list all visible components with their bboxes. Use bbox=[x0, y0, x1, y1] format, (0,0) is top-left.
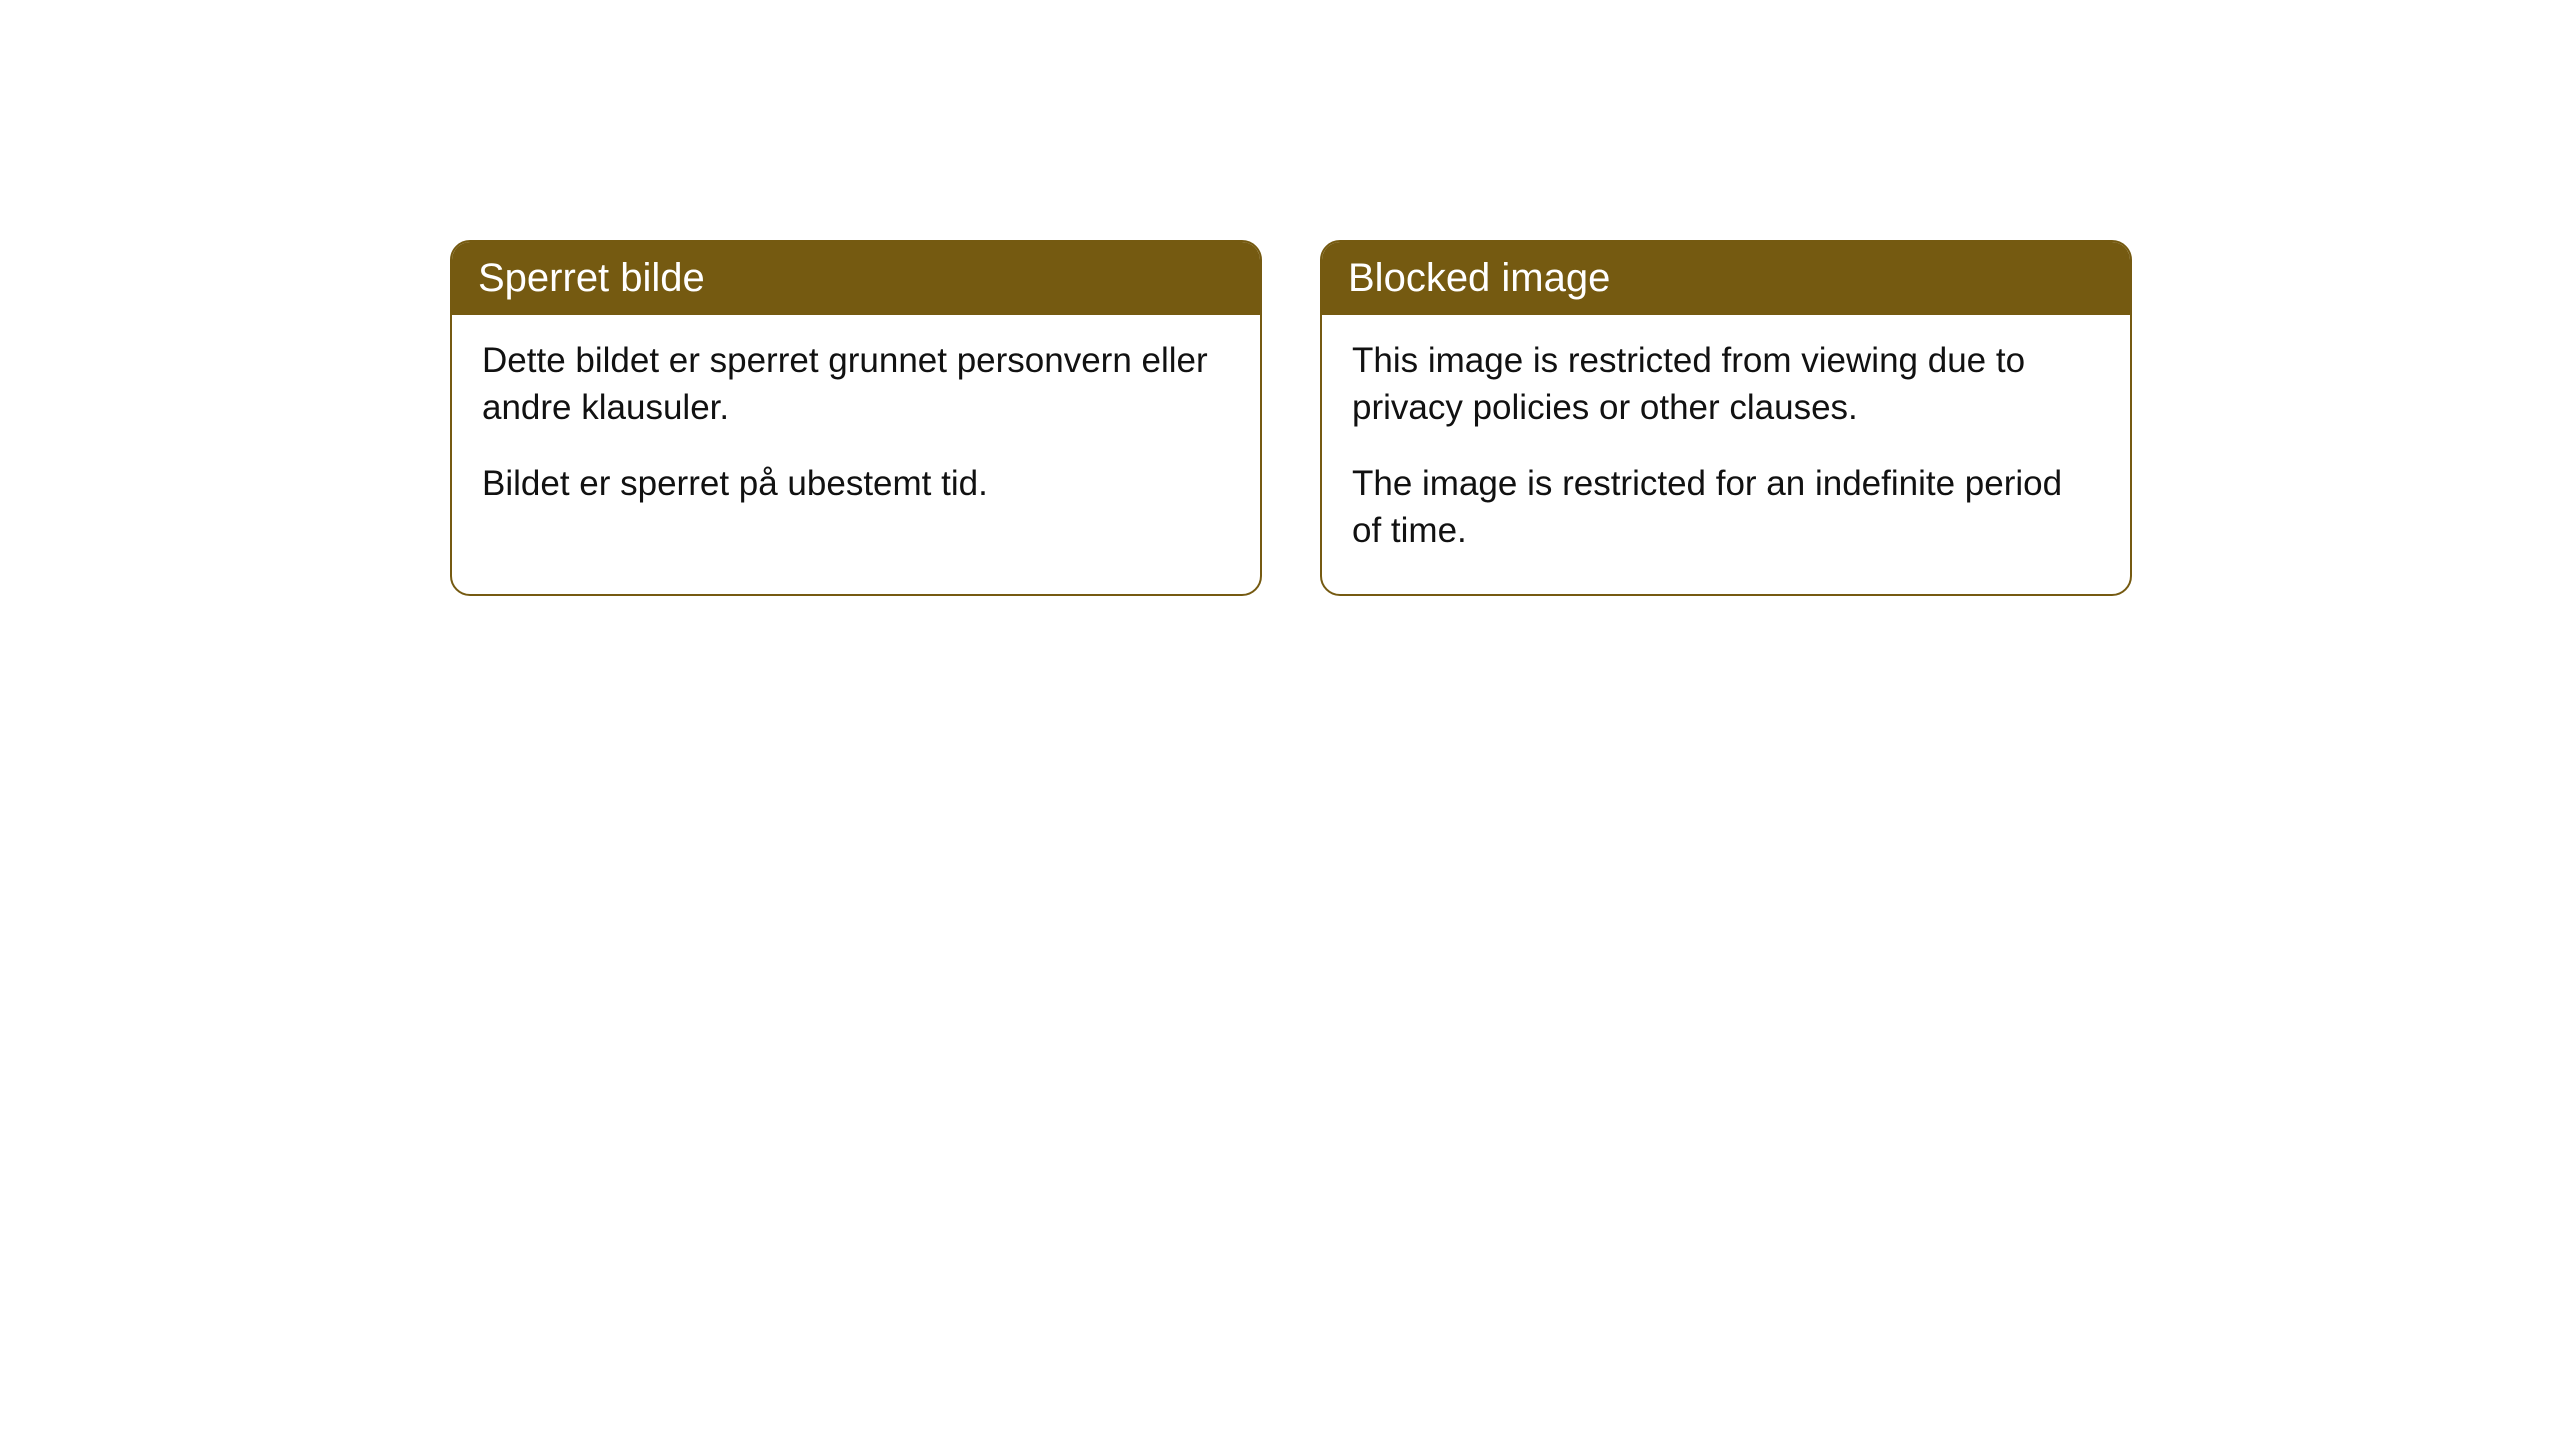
notice-card-title: Blocked image bbox=[1348, 256, 1610, 300]
notice-card-paragraph: Dette bildet er sperret grunnet personve… bbox=[482, 337, 1230, 432]
notice-card-title: Sperret bilde bbox=[478, 256, 705, 300]
notice-card-body: This image is restricted from viewing du… bbox=[1322, 315, 2130, 594]
notice-card-body: Dette bildet er sperret grunnet personve… bbox=[452, 315, 1260, 547]
notice-card-header: Sperret bilde bbox=[452, 242, 1260, 315]
notice-cards-container: Sperret bilde Dette bildet er sperret gr… bbox=[450, 240, 2132, 596]
notice-card-english: Blocked image This image is restricted f… bbox=[1320, 240, 2132, 596]
notice-card-paragraph: Bildet er sperret på ubestemt tid. bbox=[482, 460, 1230, 507]
notice-card-paragraph: This image is restricted from viewing du… bbox=[1352, 337, 2100, 432]
notice-card-paragraph: The image is restricted for an indefinit… bbox=[1352, 460, 2100, 555]
notice-card-header: Blocked image bbox=[1322, 242, 2130, 315]
notice-card-norwegian: Sperret bilde Dette bildet er sperret gr… bbox=[450, 240, 1262, 596]
